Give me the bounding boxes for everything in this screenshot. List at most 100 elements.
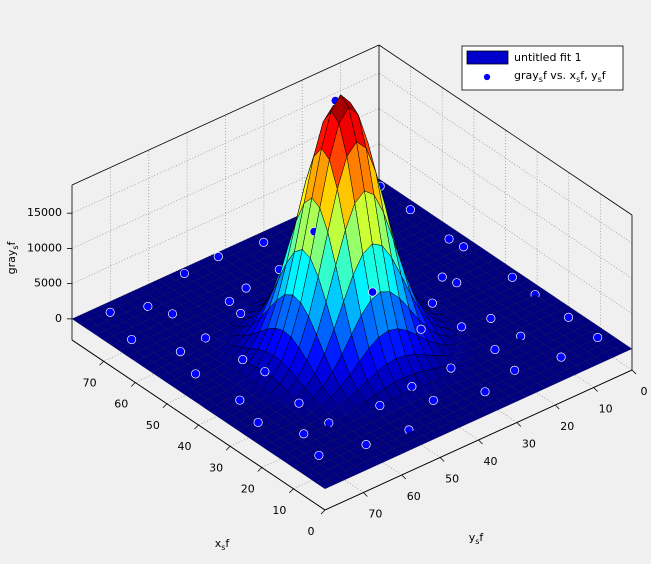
data-point <box>175 347 185 357</box>
text-piece: f vs. x <box>543 69 577 82</box>
axes-edge <box>71 44 380 186</box>
data-point <box>294 398 304 408</box>
tick-mark <box>478 439 483 445</box>
legend-label: untitled fit 1 <box>514 51 582 64</box>
text-piece: s <box>598 75 602 84</box>
legend-marker <box>483 73 491 81</box>
y-axis-label: ysf <box>469 531 485 546</box>
data-point <box>456 322 467 332</box>
tick-mark <box>554 404 560 410</box>
data-point <box>167 309 178 319</box>
plot-content <box>71 94 633 511</box>
data-point <box>191 369 201 379</box>
grid-line <box>71 72 380 214</box>
data-point <box>105 307 115 317</box>
data-point <box>235 395 245 405</box>
tick-mark <box>225 445 231 451</box>
data-point <box>127 334 137 345</box>
data-point <box>437 272 447 282</box>
data-point <box>428 395 438 405</box>
data-point <box>407 382 417 392</box>
tick-mark <box>130 382 136 387</box>
y-tick-label: 0 <box>641 385 648 398</box>
text-piece: y <box>469 531 476 544</box>
text-piece: f, y <box>580 69 598 82</box>
y-tick-label: 50 <box>445 473 459 486</box>
data-point <box>446 363 456 373</box>
text-piece: f <box>225 537 230 550</box>
legend: untitled fit 1 graysf vs. xsf, ysf <box>461 45 624 91</box>
data-point <box>452 278 462 288</box>
data-point <box>224 296 234 306</box>
text-piece: s <box>576 75 580 84</box>
x-tick-label: 60 <box>114 398 128 411</box>
text-piece: f <box>479 531 484 544</box>
y-tick-label: 20 <box>560 420 574 433</box>
data-point <box>213 252 223 262</box>
tick-mark <box>363 492 368 497</box>
x-tick-label: 50 <box>146 419 160 432</box>
data-point <box>427 298 437 308</box>
tick-mark <box>516 422 522 427</box>
surface-patch <box>316 479 335 489</box>
data-point <box>200 333 211 343</box>
tick-mark <box>257 467 263 472</box>
data-point <box>416 324 426 334</box>
z-axis-label: graysf <box>5 240 20 274</box>
legend-label: graysf vs. xsf, ysf <box>514 69 607 84</box>
data-point <box>314 450 324 460</box>
x-tick-label: 40 <box>178 440 192 453</box>
x-tick-label: 70 <box>83 376 97 389</box>
y-tick-label: 30 <box>522 438 536 451</box>
data-point <box>179 268 189 278</box>
legend-swatch <box>466 50 509 65</box>
data-point <box>480 387 490 397</box>
z-tick-label: 10000 <box>27 241 62 254</box>
tick-mark <box>194 424 199 430</box>
data-point <box>507 272 517 282</box>
z-tick-label: 5000 <box>34 277 62 290</box>
axis-labels: 0 10 20 30 40 50 60 70 0 10 20 30 40 50 60 70 0 5000 10000… <box>5 206 648 551</box>
data-point <box>458 242 469 252</box>
data-point <box>405 205 415 215</box>
tick-mark <box>289 488 294 494</box>
text-piece: f <box>602 69 607 82</box>
x-tick-label: 10 <box>272 504 286 517</box>
tick-mark <box>439 457 445 462</box>
y-tick-label: 60 <box>407 490 421 503</box>
tick-mark <box>401 474 407 480</box>
data-point <box>510 365 520 375</box>
grid-line <box>71 143 380 285</box>
text-piece: x <box>215 537 222 550</box>
y-tick-label: 70 <box>368 508 382 521</box>
data-point <box>375 400 385 411</box>
x-tick-label: 0 <box>308 525 315 538</box>
tick-mark <box>99 360 104 366</box>
data-point <box>444 234 454 244</box>
data-point <box>236 308 246 318</box>
text-piece: gray <box>5 249 18 274</box>
data-point <box>490 344 500 355</box>
x-tick-label: 20 <box>241 483 255 496</box>
axes-edge <box>378 44 633 216</box>
x-tick-label: 30 <box>209 461 223 474</box>
data-point <box>241 283 251 293</box>
data-point <box>259 237 269 247</box>
data-point <box>238 355 248 365</box>
data-point <box>253 417 263 427</box>
text-piece: f <box>5 240 18 245</box>
data-point <box>563 312 574 322</box>
data-point <box>260 367 270 377</box>
data-point <box>368 287 378 297</box>
data-point <box>361 440 371 450</box>
z-tick-label: 0 <box>55 312 62 325</box>
data-point <box>299 429 309 439</box>
data-point <box>556 352 566 362</box>
tick-mark <box>593 387 598 392</box>
text-piece: s <box>475 537 479 546</box>
x-axis-label: xsf <box>215 537 231 552</box>
data-point <box>143 301 153 311</box>
z-tick-label: 15000 <box>27 206 62 219</box>
text-piece: s <box>221 543 225 552</box>
